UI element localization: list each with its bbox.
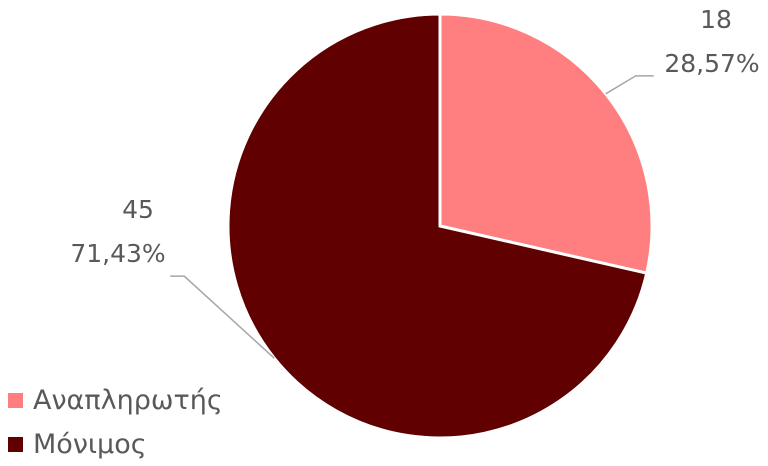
value-label-anaplirotis: 18 <box>700 5 732 34</box>
value-label-monimos: 45 <box>122 195 154 224</box>
slice-monimos <box>226 12 649 440</box>
data-labels: 18 28,57% 45 71,43% <box>70 5 759 268</box>
percent-label-monimos: 71,43% <box>70 239 165 268</box>
percent-label-anaplirotis: 28,57% <box>664 49 759 78</box>
pie-slices <box>226 12 654 440</box>
legend-swatch-anaplirotis <box>8 392 23 408</box>
legend-swatch-monimos <box>8 436 23 452</box>
legend-label-monimos: Μόνιμος <box>33 428 147 460</box>
leader-line-monimos <box>170 275 275 359</box>
leader-lines <box>170 75 654 359</box>
legend-item-anaplirotis: Αναπληρωτής <box>8 378 223 422</box>
legend-item-monimos: Μόνιμος <box>8 422 223 466</box>
legend-label-anaplirotis: Αναπληρωτής <box>33 384 223 416</box>
legend: Αναπληρωτής Μόνιμος <box>8 378 223 466</box>
leader-line-anaplirotis <box>605 75 654 95</box>
